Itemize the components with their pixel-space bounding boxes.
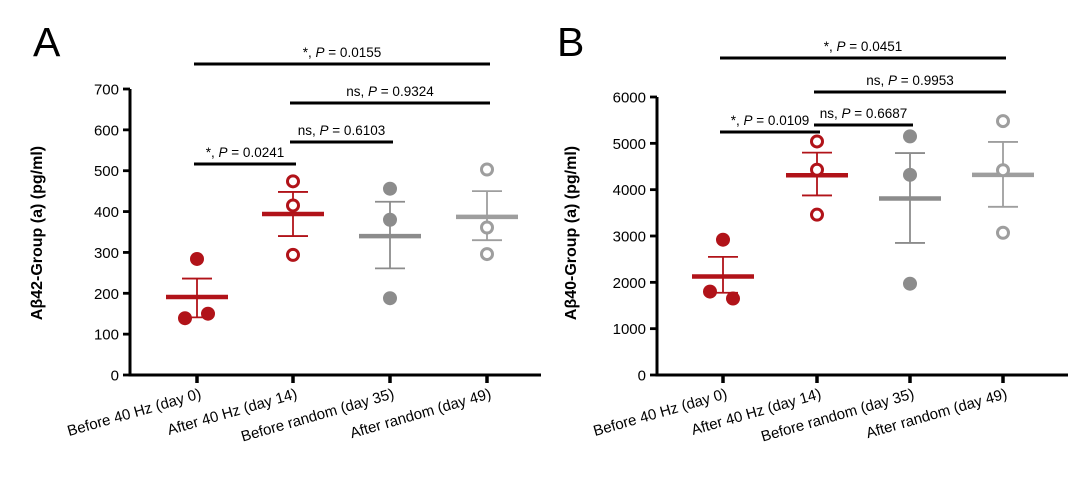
significance-label: *, P = 0.0155 <box>303 45 381 60</box>
data-point <box>996 225 1010 240</box>
data-point <box>703 284 717 299</box>
data-point <box>190 251 204 266</box>
significance-label: ns, P = 0.9324 <box>346 84 434 99</box>
y-tick-label: 500 <box>94 163 119 180</box>
data-point <box>903 167 917 182</box>
y-tick-label: 2000 <box>613 275 646 292</box>
data-point <box>201 306 215 321</box>
data-point <box>996 163 1010 178</box>
y-tick-label: 400 <box>94 204 119 221</box>
x-tick-label: Before random (day 35) <box>759 386 916 446</box>
significance-label: *, P = 0.0241 <box>206 145 284 160</box>
data-point <box>480 247 494 262</box>
y-tick-label: 600 <box>94 122 119 139</box>
significance-label: ns, P = 0.6103 <box>298 123 385 138</box>
y-tick-label: 3000 <box>613 229 646 246</box>
y-tick-label: 200 <box>94 286 119 303</box>
data-point <box>726 291 740 306</box>
panel-a-letter: A <box>33 19 61 65</box>
y-tick-label: 0 <box>638 368 646 385</box>
y-tick-label: 700 <box>94 82 119 99</box>
y-tick-label: 0 <box>111 368 119 385</box>
data-point <box>810 134 824 149</box>
panel-b-letter: B <box>557 19 585 65</box>
data-point <box>480 220 494 235</box>
data-point <box>903 129 917 144</box>
significance-label: *, P = 0.0109 <box>731 113 809 128</box>
y-tick-label: 6000 <box>613 90 646 107</box>
data-point <box>286 198 300 213</box>
data-point <box>480 162 494 177</box>
significance-label: ns, P = 0.6687 <box>820 106 907 121</box>
data-point <box>286 247 300 262</box>
data-point <box>383 181 397 196</box>
y-tick-label: 5000 <box>613 136 646 153</box>
data-point <box>716 232 730 247</box>
data-point <box>996 114 1010 129</box>
data-point <box>383 291 397 306</box>
y-tick-label: 1000 <box>613 321 646 338</box>
data-point <box>383 212 397 227</box>
significance-label: ns, P = 0.9953 <box>866 73 953 88</box>
y-tick-label: 4000 <box>613 182 646 199</box>
data-point <box>178 311 192 326</box>
data-point <box>810 207 824 222</box>
data-point <box>286 174 300 189</box>
data-point <box>903 276 917 291</box>
panel-b-y-axis-label: Aβ40-Group (a) (pg/ml) <box>563 145 580 321</box>
significance-label: *, P = 0.0451 <box>824 39 902 54</box>
y-tick-label: 300 <box>94 245 119 262</box>
data-point <box>810 162 824 177</box>
y-tick-label: 100 <box>94 327 119 344</box>
panel-a-y-axis-label: Aβ42-Group (a) (pg/ml) <box>29 145 46 321</box>
